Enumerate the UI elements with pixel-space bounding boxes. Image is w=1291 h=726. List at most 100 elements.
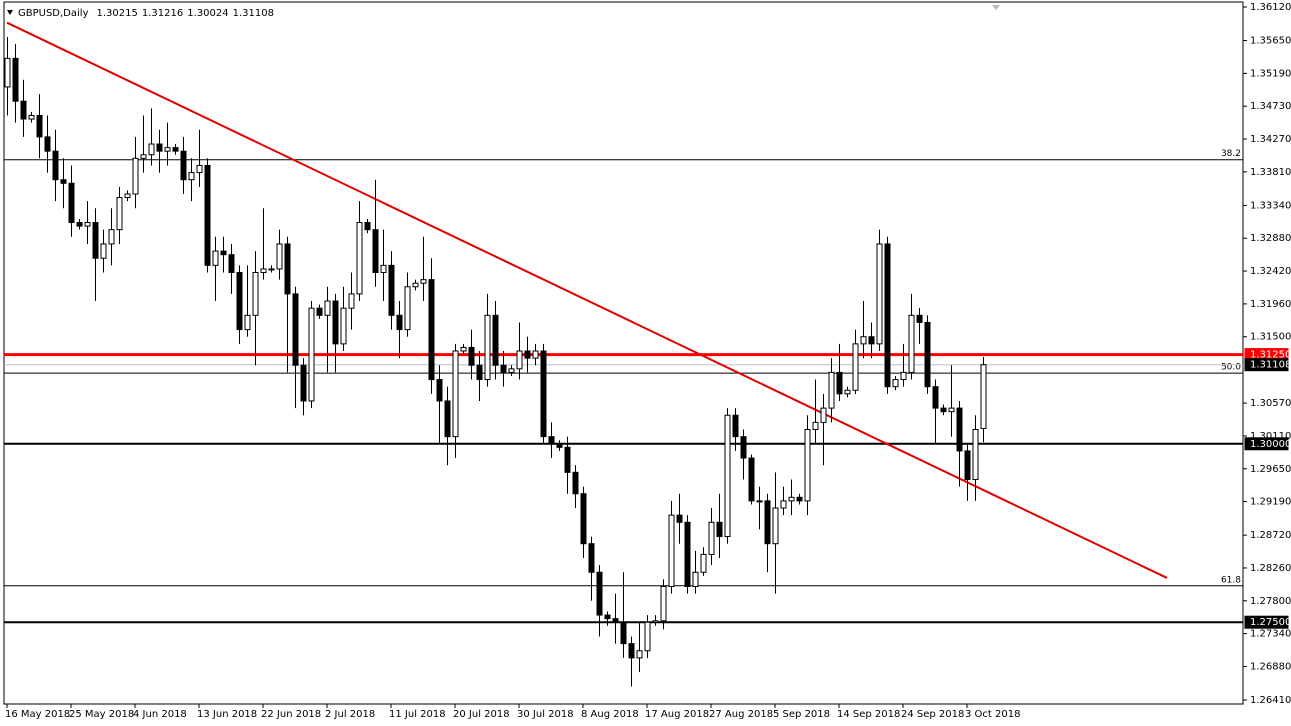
x-tick-label: 22 Jun 2018 (261, 709, 321, 720)
shift-marker (992, 5, 1000, 10)
candle-body (524, 350, 531, 359)
candle-body (356, 222, 363, 295)
candle-body (108, 229, 115, 245)
y-tick-label: 1.31500 (1250, 332, 1291, 343)
y-tick-label: 1.36120 (1250, 2, 1291, 13)
candle-body (12, 57, 19, 102)
candle-body (372, 229, 379, 273)
candle-body (84, 222, 91, 227)
candle-body (52, 150, 59, 181)
candle-body (644, 621, 651, 652)
candle-body (228, 254, 235, 273)
price-tag-label: 1.30000 (1250, 439, 1291, 450)
x-tick-label: 4 Jun 2018 (133, 709, 187, 720)
menu-arrow[interactable] (7, 10, 13, 15)
candle-body (44, 136, 51, 152)
candle-body (532, 350, 539, 359)
candle-body (660, 586, 667, 622)
candle-body (132, 157, 139, 195)
candle-body (540, 350, 547, 438)
candle-body (28, 114, 35, 120)
candle-body (820, 407, 827, 423)
candle-body (324, 300, 331, 316)
candle-body (268, 268, 275, 271)
candle-body (276, 243, 283, 270)
y-tick-label: 1.30110 (1250, 431, 1291, 442)
x-tick-label: 14 Sep 2018 (837, 709, 900, 720)
fib-label: 50.0 (1221, 363, 1241, 373)
candle-body (876, 243, 883, 345)
candle-body (220, 250, 227, 256)
candle-body (596, 571, 603, 616)
candle-body (580, 493, 587, 545)
candle-body (588, 543, 595, 573)
y-tick-label: 1.28260 (1250, 563, 1291, 574)
candle-body (420, 279, 427, 284)
candle-body (756, 500, 763, 503)
symbol: GBPUSD,Daily (18, 8, 89, 19)
candle-body (308, 307, 315, 402)
y-tick-label: 1.33340 (1250, 200, 1291, 211)
candle-body (828, 371, 835, 409)
candle-body (612, 618, 619, 623)
candle-body (92, 222, 99, 259)
candle-body (292, 293, 299, 366)
candle-body (244, 314, 251, 331)
x-tick-label: 5 Sep 2018 (773, 709, 830, 720)
candle-body (748, 457, 755, 502)
price-tag (1244, 615, 1289, 629)
y-tick-label: 1.29650 (1250, 464, 1291, 475)
fib-label: 61.8 (1221, 575, 1241, 585)
candle-body (468, 346, 475, 366)
candle-body (796, 496, 803, 502)
x-tick-label: 8 Aug 2018 (581, 709, 639, 720)
candle-body (252, 271, 259, 316)
candle-body (236, 271, 243, 331)
candle-body (124, 193, 131, 199)
candle-body (100, 243, 107, 259)
candle-body (884, 243, 891, 388)
candle-body (188, 172, 195, 181)
candle-body (956, 407, 963, 452)
candle-body (156, 143, 163, 152)
x-tick-label: 25 May 2018 (69, 709, 134, 720)
candle-body (148, 143, 155, 156)
candle-body (900, 371, 907, 381)
candle-body (844, 389, 851, 395)
candle-body (212, 250, 219, 266)
y-tick-label: 1.30570 (1250, 398, 1291, 409)
candle-body (868, 336, 875, 345)
candle-body (940, 407, 947, 413)
price-tag-label: 1.31108 (1250, 360, 1291, 371)
candle-body (164, 147, 171, 152)
y-tick-label: 1.27340 (1250, 629, 1291, 640)
candle-body (436, 379, 443, 402)
candle-body (948, 407, 955, 413)
candle-body (364, 222, 371, 231)
x-tick-label: 30 Jul 2018 (517, 709, 574, 720)
candle-body (716, 521, 723, 538)
candle-body (444, 400, 451, 438)
y-tick-label: 1.33810 (1250, 167, 1291, 178)
candle-body (932, 386, 939, 409)
trendline (6, 21, 1168, 579)
y-tick-label: 1.32420 (1250, 266, 1291, 277)
candle-body (428, 279, 435, 381)
x-tick-label: 20 Jul 2018 (453, 709, 510, 720)
y-tick-label: 1.28720 (1250, 530, 1291, 541)
candle-body (772, 507, 779, 545)
candle-body (724, 414, 731, 538)
fib-label: 38.2 (1221, 149, 1241, 159)
candle-body (852, 343, 859, 391)
candle-body (500, 364, 507, 373)
candle-body (556, 443, 563, 448)
header-open: 1.30215 (97, 8, 138, 19)
candle-body (476, 364, 483, 381)
candle-body (260, 268, 267, 273)
candle-body (924, 321, 931, 388)
candle-body (36, 114, 43, 138)
candle-body (460, 346, 467, 352)
x-tick-label: 11 Jul 2018 (389, 709, 446, 720)
header-high: 1.31216 (142, 8, 183, 19)
y-tick-label: 1.31960 (1250, 299, 1291, 310)
